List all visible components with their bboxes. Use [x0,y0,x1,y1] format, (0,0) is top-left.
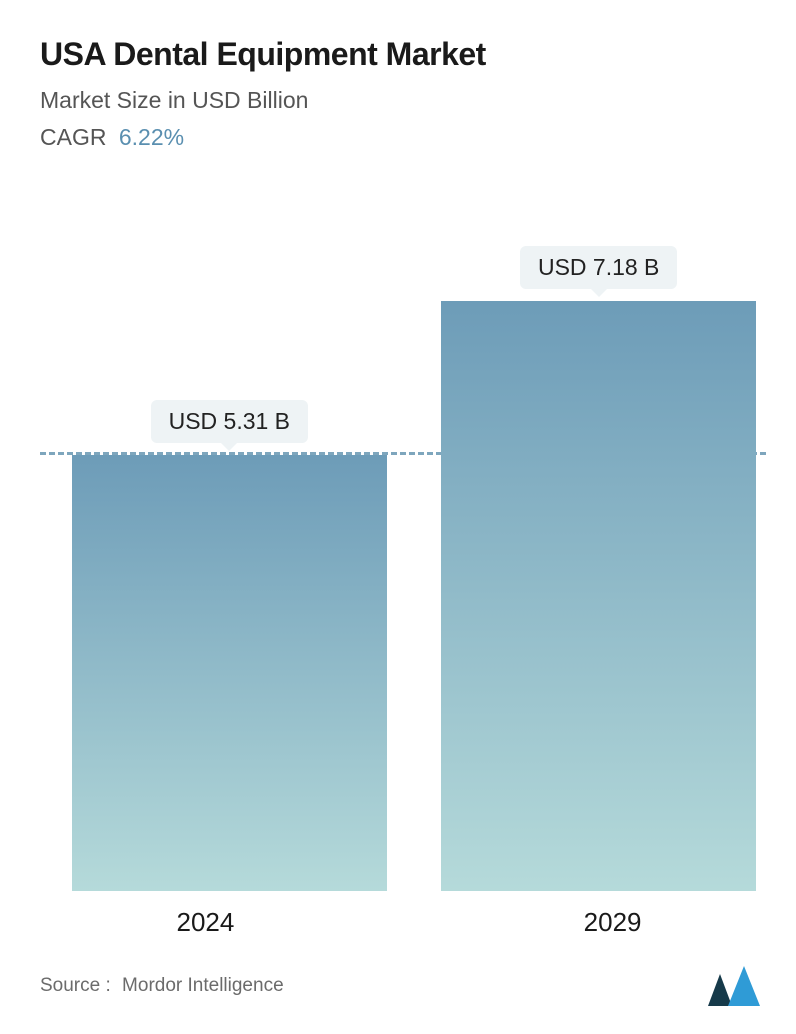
chart-footer: Source : Mordor Intelligence [40,966,766,1006]
bar-value-label: USD 5.31 B [151,400,308,443]
bar [72,455,387,891]
chart-subtitle: Market Size in USD Billion [40,87,766,114]
logo-triangle-left [708,974,732,1006]
bar-value-label: USD 7.18 B [520,246,677,289]
x-axis-label: 2024 [32,907,379,938]
chart-title: USA Dental Equipment Market [40,36,766,73]
source-name: Mordor Intelligence [122,975,284,996]
bar-column: USD 7.18 B [441,246,756,891]
brand-logo-icon [708,966,766,1006]
source-text: Source : Mordor Intelligence [40,975,284,997]
cagr-label: CAGR [40,124,106,150]
source-label: Source : [40,975,111,996]
x-axis-label: 2029 [439,907,786,938]
logo-triangle-right [728,966,760,1006]
chart-container: USA Dental Equipment Market Market Size … [0,0,796,1034]
x-axis: 2024 2029 [32,907,786,938]
chart-plot-area: USD 5.31 B USD 7.18 B [40,191,766,891]
cagr-row: CAGR 6.22% [40,124,766,151]
bars-group: USD 5.31 B USD 7.18 B [72,191,756,891]
bar-column: USD 5.31 B [72,400,387,891]
bar [441,301,756,891]
cagr-value: 6.22% [119,124,184,150]
